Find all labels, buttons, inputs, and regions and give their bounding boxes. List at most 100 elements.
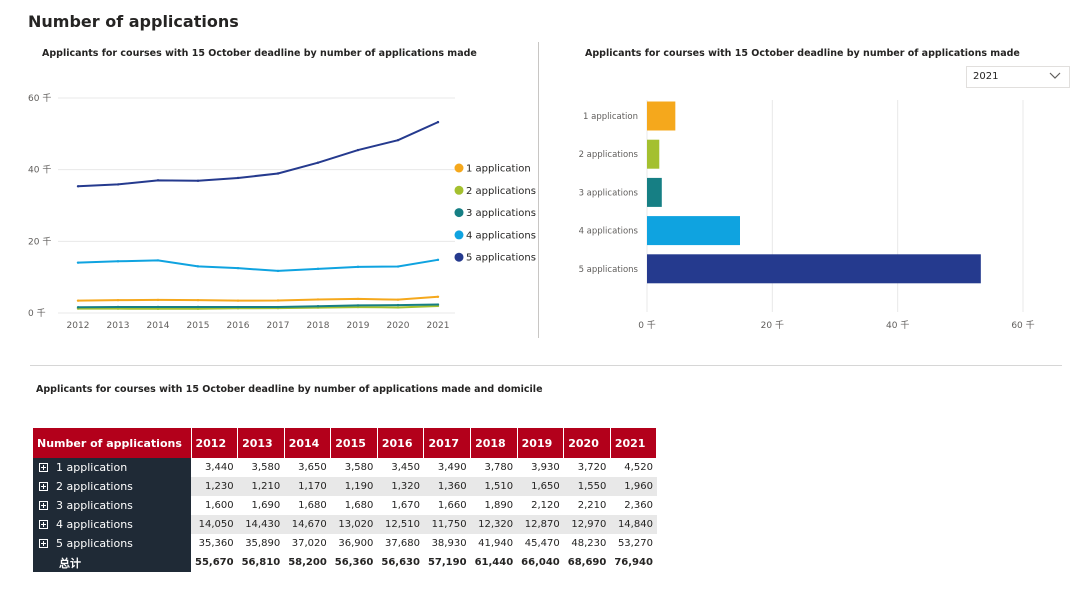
data-point[interactable] xyxy=(276,172,280,175)
year-column-header[interactable]: 2013 xyxy=(237,428,285,458)
data-point[interactable] xyxy=(236,299,240,302)
data-point[interactable] xyxy=(356,148,360,152)
total-cell: 56,810 xyxy=(241,557,281,568)
data-point[interactable] xyxy=(316,161,320,164)
series-line[interactable] xyxy=(77,295,439,302)
data-point[interactable] xyxy=(396,303,400,307)
data-point[interactable] xyxy=(116,260,120,263)
x-tick-label: 2014 xyxy=(147,321,170,331)
legend-label[interactable]: 5 applications xyxy=(466,253,536,264)
year-column-header[interactable]: 2017 xyxy=(423,428,472,458)
data-point[interactable] xyxy=(356,265,360,269)
table-cell: 36,900 xyxy=(338,538,374,549)
legend-label[interactable]: 3 applications xyxy=(466,208,536,219)
data-point[interactable] xyxy=(236,305,240,309)
year-column-header[interactable]: 2018 xyxy=(470,428,518,458)
year-column-header[interactable]: 2012 xyxy=(191,428,239,458)
total-cell: 55,670 xyxy=(195,557,234,568)
series-line[interactable] xyxy=(77,121,439,188)
data-point[interactable] xyxy=(356,305,360,309)
legend-label[interactable]: 4 applications xyxy=(466,230,536,241)
year-column-header[interactable]: 2019 xyxy=(517,428,565,458)
x-tick-label: 2015 xyxy=(187,321,210,331)
data-point[interactable] xyxy=(156,307,160,311)
table-row: 4 applications 14,050 14,430 14,670 13,020 12… xyxy=(33,515,657,534)
row-header[interactable]: 1 application xyxy=(33,458,191,477)
table-cell: 53,270 xyxy=(617,538,653,549)
year-column-header[interactable]: 2014 xyxy=(284,428,332,458)
bar-category-label: 2 applications xyxy=(579,150,639,160)
bar-chart[interactable]: 0 千 20 千 40 千 60 千 1 application 2 applicatio… xyxy=(540,90,1080,340)
data-point[interactable] xyxy=(236,176,240,180)
data-point[interactable] xyxy=(116,298,120,302)
data-point[interactable] xyxy=(116,305,120,309)
row-header[interactable]: 3 applications xyxy=(33,496,191,515)
data-point[interactable] xyxy=(396,265,400,268)
expand-icon[interactable] xyxy=(39,539,48,548)
data-point[interactable] xyxy=(316,267,320,271)
bar[interactable] xyxy=(647,101,676,131)
series-line[interactable] xyxy=(77,303,439,309)
table-cell: 2,210 xyxy=(577,500,607,511)
data-point[interactable] xyxy=(196,307,200,310)
data-point[interactable] xyxy=(156,298,160,302)
expand-icon[interactable] xyxy=(39,482,48,491)
year-dropdown[interactable]: 2021 xyxy=(966,66,1070,88)
table-row: 3 applications 1,600 1,690 1,680 1,680 1,670 1… xyxy=(33,496,657,515)
bar[interactable] xyxy=(647,177,662,207)
data-point[interactable] xyxy=(356,304,360,307)
row-header[interactable]: 5 applications xyxy=(33,534,191,553)
data-point[interactable] xyxy=(316,305,320,308)
series-line[interactable] xyxy=(77,258,439,272)
data-point[interactable] xyxy=(116,183,120,186)
data-point[interactable] xyxy=(396,138,400,142)
expand-icon[interactable] xyxy=(39,520,48,529)
expand-icon[interactable] xyxy=(39,463,48,472)
data-point[interactable] xyxy=(76,306,80,309)
expand-icon[interactable] xyxy=(39,501,48,510)
data-point[interactable] xyxy=(196,265,200,268)
data-point[interactable] xyxy=(156,305,160,309)
table-cell: 4,520 xyxy=(624,462,653,473)
table-cell: 1,230 xyxy=(191,477,238,496)
data-point[interactable] xyxy=(116,307,120,310)
data-point[interactable] xyxy=(156,179,160,182)
x-tick-label: 2021 xyxy=(427,321,450,331)
data-point[interactable] xyxy=(396,306,400,309)
bar[interactable] xyxy=(647,216,740,246)
data-point[interactable] xyxy=(316,298,320,301)
data-point[interactable] xyxy=(436,303,440,306)
data-point[interactable] xyxy=(436,258,440,262)
bar[interactable] xyxy=(647,139,660,169)
total-cell: 58,200 xyxy=(288,557,327,568)
row-header-column[interactable]: Number of applications xyxy=(33,428,192,458)
year-column-header[interactable]: 2020 xyxy=(563,428,611,458)
data-point[interactable] xyxy=(196,298,200,302)
data-point[interactable] xyxy=(276,305,280,309)
data-point[interactable] xyxy=(276,299,280,302)
legend-label[interactable]: 2 applications xyxy=(466,186,536,197)
line-chart[interactable]: 0 千 20 千 40 千 60 千 2012 2013 2014 2015 2016 2017 2… xyxy=(0,60,540,350)
row-header[interactable]: 4 applications xyxy=(33,515,191,534)
data-point[interactable] xyxy=(76,261,80,264)
row-header[interactable]: 2 applications xyxy=(33,477,191,496)
data-point[interactable] xyxy=(76,299,80,302)
data-point[interactable] xyxy=(156,259,160,262)
year-column-header[interactable]: 2021 xyxy=(610,428,658,458)
data-point[interactable] xyxy=(436,295,440,299)
data-point[interactable] xyxy=(236,266,240,270)
year-column-header[interactable]: 2016 xyxy=(377,428,425,458)
data-point[interactable] xyxy=(356,297,360,301)
data-point[interactable] xyxy=(76,185,80,188)
data-point[interactable] xyxy=(196,179,200,182)
page-title: Number of applications xyxy=(28,12,239,31)
bar-category-label: 4 applications xyxy=(579,227,639,237)
legend-label[interactable]: 1 application xyxy=(466,164,531,175)
year-column-header[interactable]: 2015 xyxy=(330,428,378,458)
data-point[interactable] xyxy=(276,269,280,273)
data-point[interactable] xyxy=(396,298,400,301)
series-line[interactable] xyxy=(77,304,439,310)
data-point[interactable] xyxy=(196,305,200,309)
data-point[interactable] xyxy=(436,120,440,124)
bar[interactable] xyxy=(647,254,981,284)
